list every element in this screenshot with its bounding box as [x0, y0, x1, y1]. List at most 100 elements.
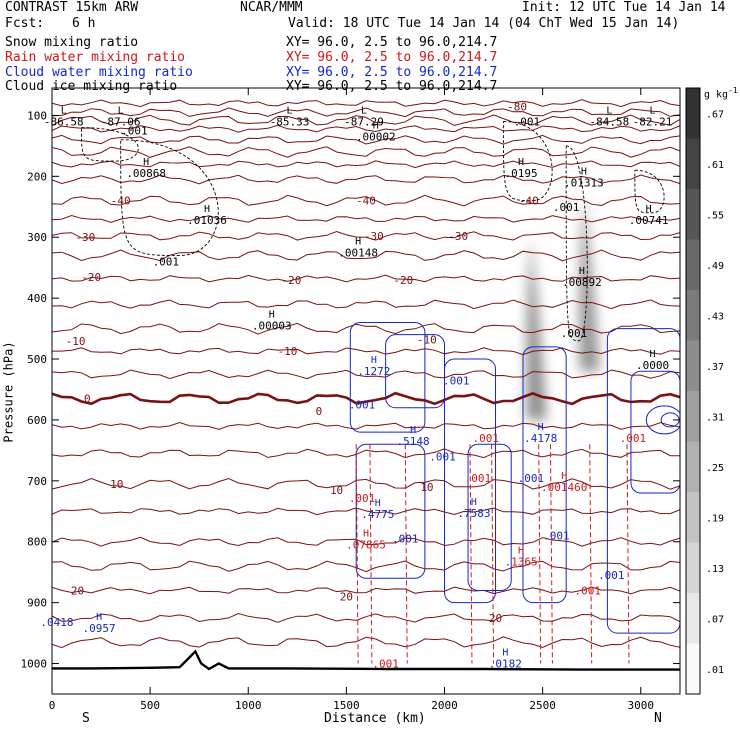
extremum-marker: H [538, 422, 544, 433]
isotherm-line [52, 160, 680, 169]
contour-label: .001 [620, 432, 647, 445]
temperature-label: -10 [417, 334, 437, 347]
cloud-water-contour [522, 346, 567, 604]
colorbar-tick-label: .37 [706, 362, 724, 373]
x-tick-label: 2500 [529, 699, 556, 712]
contour-label: .001 [372, 658, 399, 671]
south-label: S [82, 711, 90, 726]
extremum-value: .7583 [457, 507, 490, 520]
extremum-value: -82.21 [633, 115, 673, 128]
extremum-marker: L [118, 105, 124, 116]
temperature-label: -40 [519, 195, 539, 208]
contour-label: .001 [518, 472, 545, 485]
isotherm-line [52, 299, 680, 310]
extremum-value: .01036 [187, 214, 227, 227]
extremum-value: .001460 [541, 481, 587, 494]
contour-label: .001 [443, 374, 470, 387]
temperature-label: -10 [278, 345, 298, 358]
extremum-marker: H [502, 647, 508, 658]
isotherm-line [52, 421, 680, 430]
y-tick-label: 900 [27, 597, 47, 610]
extremum-value: .0000 [636, 359, 669, 372]
isotherm-line [52, 249, 680, 262]
extremum-marker: H [375, 498, 381, 509]
extremum-value: .0957 [83, 622, 116, 635]
contour-label: .001 [598, 569, 625, 582]
temperature-label: -30 [75, 231, 95, 244]
colorbar-tick-label: .19 [706, 513, 724, 524]
colorbar-segment [686, 542, 700, 593]
colorbar-segment [686, 492, 700, 543]
isotherm-line [52, 536, 680, 547]
cloud-ice-contour [634, 169, 665, 214]
extremum-value: .00148 [338, 246, 378, 259]
temperature-label: 20 [71, 584, 84, 597]
colorbar-segment [686, 138, 700, 189]
extremum-marker: H [518, 546, 524, 557]
model-title: CONTRAST 15km ARW [5, 0, 139, 15]
colorbar-tick-label: .67 [706, 109, 724, 120]
cloud-water-contour [467, 443, 512, 591]
temperature-label: -40 [111, 195, 131, 208]
colorbar-tick-label: .61 [706, 160, 724, 171]
temperature-label: -20 [81, 271, 101, 284]
rain-water-contour [369, 444, 373, 664]
y-tick-label: 800 [27, 536, 47, 549]
contour-label: .001 [561, 327, 588, 340]
rain-water-contour [469, 444, 473, 664]
extremum-value: .1272 [357, 365, 390, 378]
legend-snow-xy: XY= 96.0, 2.5 to 96.0,214.7 [286, 35, 498, 50]
isotherm-line [52, 107, 680, 118]
cloud-water-contour [349, 321, 426, 433]
extremum-value: .00868 [126, 167, 166, 180]
legend-cloud-ice: Cloud ice mixing ratio [5, 79, 178, 94]
cloud-water-contour [606, 328, 680, 634]
cloud-water-contour [630, 370, 680, 494]
colorbar-segment [686, 340, 700, 391]
extremum-value: -84.58 [589, 115, 629, 128]
north-label: N [654, 711, 662, 726]
colorbar-segment [686, 593, 700, 644]
x-axis-title: Distance (km) [324, 711, 426, 726]
extremum-marker: H [581, 166, 587, 177]
extremum-marker: L [606, 105, 612, 116]
extremum-value: -87.06 [101, 115, 141, 128]
temperature-label: 0 [316, 405, 323, 418]
extremum-value: .00741 [629, 214, 669, 227]
extremum-value: .00892 [562, 276, 602, 289]
temperature-label: 0 [84, 393, 91, 406]
isotherm-line [52, 448, 680, 459]
organization: NCAR/MMM [240, 0, 303, 15]
isotherm-line [52, 194, 680, 207]
contour-label: .001 [575, 584, 602, 597]
cloud-water-contour [444, 358, 497, 604]
extremum-value: .0195 [504, 167, 537, 180]
extremum-value: .4178 [524, 432, 557, 445]
cloud-water-contour [645, 405, 680, 435]
temperature-label: -10 [66, 335, 86, 348]
isotherm-line [52, 612, 680, 623]
legend-snow: Snow mixing ratio [5, 35, 139, 50]
temperature-label: -30 [448, 230, 468, 243]
colorbar-tick-label: .49 [706, 261, 724, 272]
y-tick-label: 700 [27, 475, 47, 488]
extremum-marker: L [61, 105, 67, 116]
isotherm-line [52, 560, 680, 573]
cloud-ice-contour [565, 145, 588, 342]
rain-water-contour [589, 444, 593, 664]
extremum-value: .00003 [252, 319, 292, 332]
y-tick-label: 300 [27, 231, 47, 244]
colorbar-unit: g kg-1 [704, 86, 738, 101]
legend-cloud-water: Cloud water mixing ratio [5, 65, 193, 80]
colorbar-tick-label: .25 [706, 463, 724, 474]
temperature-label: -80 [507, 100, 527, 113]
isotherm-line [52, 214, 680, 223]
extremum-marker: H [269, 309, 275, 320]
temperature-label: 20 [489, 612, 502, 625]
cloud-ice-contour [120, 139, 219, 256]
extremum-value: .00002 [356, 131, 396, 144]
forecast-hour: 6 h [72, 16, 96, 31]
extremum-marker: L [361, 105, 367, 116]
y-axis-title: Pressure (hPa) [1, 341, 16, 443]
